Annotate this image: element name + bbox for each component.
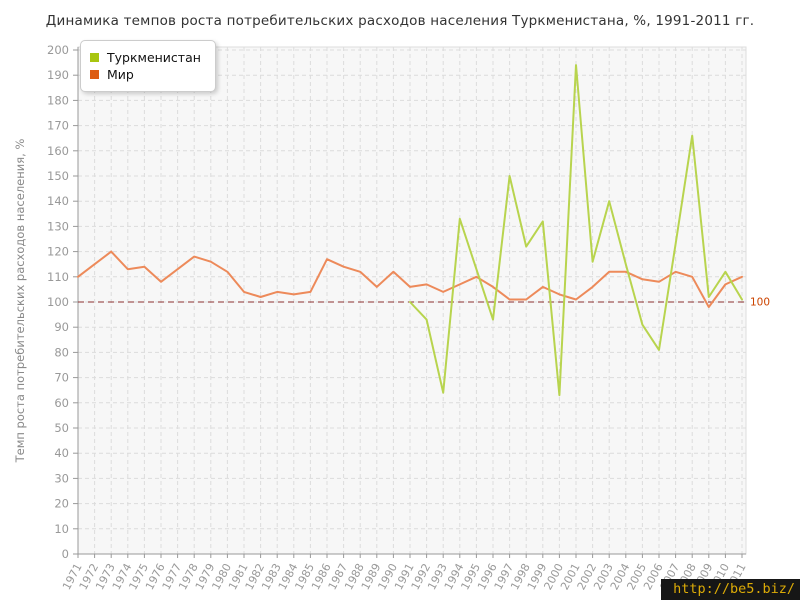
y-tick-label: 190 [47,68,69,82]
y-tick-label: 20 [54,497,69,511]
y-tick-label: 170 [47,119,69,133]
x-axis-ticks: 1971197219731974197519761977197819791980… [60,554,749,592]
series-line-Мир [77,250,743,308]
legend-swatch-icon [90,70,99,79]
legend-label: Мир [107,67,134,82]
y-tick-label: 40 [54,446,69,460]
reference-line-label: 100 [750,297,770,309]
legend-label: Туркменистан [107,50,201,65]
y-tick-label: 30 [54,471,69,485]
y-tick-label: 110 [47,270,69,284]
watermark-link[interactable]: http://be5.biz/ [661,579,800,600]
y-tick-label: 200 [47,43,69,57]
y-tick-label: 140 [47,194,69,208]
y-tick-label: 150 [47,169,69,183]
gridlines [77,47,746,554]
y-tick-label: 0 [62,547,69,561]
y-tick-label: 100 [47,295,69,309]
legend-item-1[interactable]: Мир [90,67,201,82]
legend-item-0[interactable]: Туркменистан [90,50,201,65]
plot-area [78,47,746,554]
y-tick-label: 130 [47,219,69,233]
chart-title: Динамика темпов роста потребительских ра… [45,13,755,29]
y-tick-label: 50 [54,421,69,435]
y-tick-label: 90 [54,320,69,334]
chart-legend: Туркменистан Мир [80,40,216,92]
series-line-Туркменистан [409,64,743,397]
y-tick-label: 160 [47,144,69,158]
y-tick-label: 80 [54,345,69,359]
y-tick-label: 70 [54,371,69,385]
y-tick-label: 120 [47,245,69,259]
y-tick-label: 10 [54,522,69,536]
y-axis-ticks: 0 10 20 30 40 50 60 70 80 90 100 110 120 130 140 150 160… [47,43,78,561]
legend-swatch-icon [90,53,99,62]
y-tick-label: 180 [47,93,69,107]
y-axis-label: Темп роста потребительских расходов насе… [13,139,27,464]
axes [77,47,746,555]
y-tick-label: 60 [54,396,69,410]
